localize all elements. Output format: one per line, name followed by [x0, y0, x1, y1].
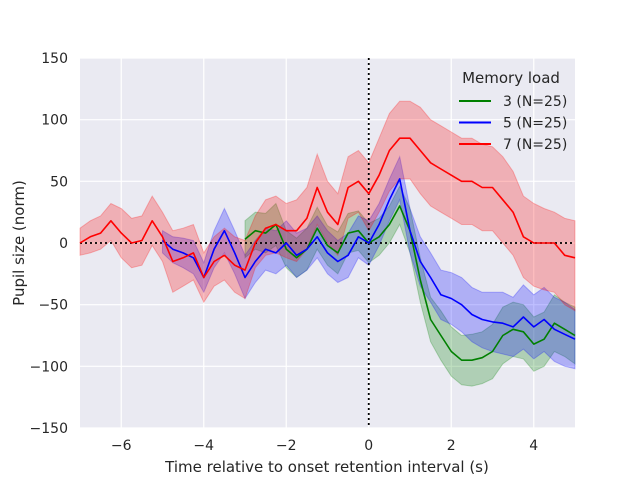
y-tick-label: 0: [59, 236, 68, 252]
x-tick-label: 4: [529, 438, 538, 454]
legend-label-1: 5 (N=25): [503, 116, 567, 132]
legend-label-0: 3 (N=25): [503, 94, 567, 110]
legend-label-2: 7 (N=25): [503, 137, 567, 153]
legend-title: Memory load: [462, 69, 560, 87]
x-tick-labels: −6 −4 −2 0 2 4: [111, 438, 538, 454]
x-tick-label: −4: [193, 438, 214, 454]
band-series-0: [244, 185, 576, 387]
y-tick-label: 50: [50, 174, 68, 190]
band-series-2: [79, 100, 576, 312]
line-series-1: [161, 178, 576, 340]
y-tick-label: −50: [38, 298, 68, 314]
x-tick-label: 0: [364, 438, 373, 454]
y-tick-label: 150: [41, 51, 68, 67]
y-tick-label: 100: [41, 113, 68, 129]
x-tick-label: 2: [447, 438, 456, 454]
band-series-1: [162, 155, 576, 370]
x-axis-title: Time relative to onset retention interva…: [164, 458, 489, 476]
legend: Memory load 3 (N=25) 5 (N=25) 7 (N=25): [459, 69, 567, 153]
y-tick-label: −150: [30, 421, 68, 437]
x-tick-label: −2: [276, 438, 297, 454]
confidence-bands: [79, 100, 576, 387]
x-tick-label: −6: [111, 438, 132, 454]
y-tick-label: −100: [30, 359, 68, 375]
series-lines: [79, 137, 576, 362]
y-axis-title: Pupil size (norm): [10, 180, 28, 306]
line-series-2: [79, 137, 576, 279]
y-tick-labels: −150 −100 −50 0 50 100 150: [30, 51, 68, 437]
